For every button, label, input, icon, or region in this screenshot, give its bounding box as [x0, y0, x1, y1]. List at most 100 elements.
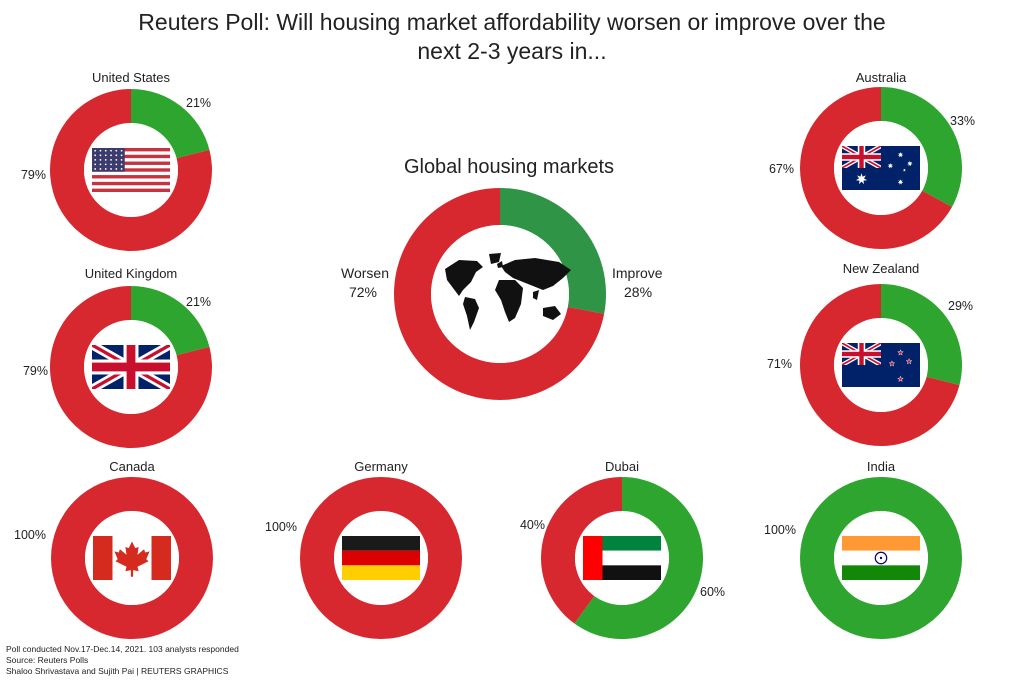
footer-source: Source: Reuters Polls [6, 655, 89, 665]
world-map-landmass [497, 261, 503, 268]
flag-us-star [104, 154, 107, 157]
union-jack-cross-red [842, 154, 881, 160]
world-map-landmass [489, 253, 501, 264]
flag-nz-icon [842, 343, 920, 387]
flag-us-canton [92, 148, 125, 172]
union-jack [92, 345, 170, 389]
worsen-value-label-au: 67% [769, 162, 794, 176]
chart-title-line1: Reuters Poll: Will housing market afford… [138, 9, 886, 35]
union-jack [842, 146, 881, 168]
flag-in-chakra-hub [879, 556, 883, 560]
flag-ca-icon [93, 536, 171, 580]
worsen-value-label-global: 72% [349, 284, 377, 300]
flag-au-star [855, 173, 868, 185]
footer-poll-note: Poll conducted Nov.17-Dec.14, 2021. 103 … [6, 644, 239, 654]
improve-slice-us [131, 89, 210, 159]
flag-us-star [94, 149, 97, 152]
improve-value-label-in: 100% [764, 523, 796, 537]
country-title-in: India [867, 459, 896, 474]
improve-slice-au [881, 87, 962, 208]
worsen-slice-nz [800, 284, 960, 447]
worsen-value-label-ca: 100% [14, 528, 46, 542]
improve-value-label-uk: 21% [186, 295, 211, 309]
flag-in-green [842, 565, 920, 580]
flag-us-star [99, 168, 102, 170]
flag-us-star [94, 163, 97, 166]
flag-us-star [115, 149, 118, 152]
flag-us-star [120, 154, 123, 157]
improve-value-label-us: 21% [186, 96, 211, 110]
improve-value-label-au: 33% [950, 114, 975, 128]
flag-nz-star [906, 359, 912, 364]
flag-ca-bar [151, 536, 171, 580]
world-map-landmass [445, 260, 483, 296]
worsen-value-label-us: 79% [21, 168, 46, 182]
donut-ca: Canada 100% [14, 459, 213, 639]
worsen-value-label-ae: 40% [520, 518, 545, 532]
flag-us-star [115, 168, 118, 170]
country-title-ca: Canada [109, 459, 155, 474]
chart-title-line2: next 2-3 years in... [417, 38, 607, 64]
worsen-slice-ae [540, 477, 622, 624]
donut-us: United States 79% 21% [21, 70, 212, 251]
worsen-series-label: Worsen [341, 265, 389, 281]
flag-us-stripe [92, 188, 170, 192]
worsen-value-label-de: 100% [265, 520, 297, 534]
donut-nz: New Zealand 71% 29% [767, 261, 973, 447]
flag-ae-red [583, 536, 603, 580]
footer-notes: Poll conducted Nov.17-Dec.14, 2021. 103 … [6, 644, 239, 677]
flag-nz-star [898, 376, 903, 381]
flag-us-stripe [92, 175, 170, 179]
flag-us-stripe [92, 154, 170, 159]
flag-us-star [99, 149, 102, 152]
worsen-slice-ca [51, 477, 213, 639]
flag-us-star [115, 163, 118, 166]
flag-in-icon [842, 536, 920, 580]
flag-us-star [99, 158, 102, 161]
flag-us-stripe [92, 148, 170, 152]
footer-credits: Shaloo Shrivastava and Sujith Pai | REUT… [6, 666, 229, 676]
improve-value-label-global: 28% [624, 284, 652, 300]
world-map-landmass [463, 297, 479, 330]
world-map-landmass [533, 290, 539, 300]
flag-us-star [110, 163, 112, 166]
flag-de-black [342, 536, 420, 551]
flag-ca-maple-leaf [114, 541, 150, 577]
flag-us-icon [92, 148, 170, 192]
flag-ca-bar [93, 536, 113, 580]
improve-value-label-nz: 29% [948, 299, 973, 313]
flag-au-star [907, 160, 913, 167]
country-title-de: Germany [354, 459, 408, 474]
flag-us-star [94, 158, 97, 161]
flag-us-star [115, 154, 118, 157]
country-title-nz: New Zealand [843, 261, 920, 276]
flag-au-star [902, 168, 906, 172]
worsen-slice-global [394, 188, 605, 401]
flag-us-star [120, 168, 123, 170]
flag-us-star [104, 158, 107, 161]
global-chart-title: Global housing markets [404, 156, 614, 178]
worsen-slice-de [300, 477, 462, 639]
donut-au: Australia 67% 33% [769, 70, 975, 249]
worsen-slice-uk [50, 286, 213, 448]
flag-us-stripe [92, 168, 170, 172]
flag-ae-icon [583, 536, 661, 580]
worsen-slice-au [800, 87, 952, 249]
flag-us-star [110, 149, 112, 152]
flag-in-saffron [842, 536, 920, 551]
chart-title: Reuters Poll: Will housing market afford… [0, 8, 1024, 66]
donut-ae: Dubai 40% 60% [520, 459, 725, 639]
donut-in: India 100% [764, 459, 962, 639]
improve-series-label: Improve [612, 265, 663, 281]
flag-us-star [110, 158, 112, 161]
worsen-value-label-nz: 71% [767, 357, 792, 371]
flag-nz-star [889, 361, 895, 366]
flag-us-stripe [92, 161, 170, 165]
world-map-landmass [543, 306, 561, 320]
worsen-value-label-uk: 79% [23, 364, 48, 378]
flag-us-star [110, 168, 112, 170]
improve-slice-uk [131, 286, 210, 356]
world-map-landmass [501, 258, 571, 290]
flag-uk-icon [92, 345, 170, 389]
